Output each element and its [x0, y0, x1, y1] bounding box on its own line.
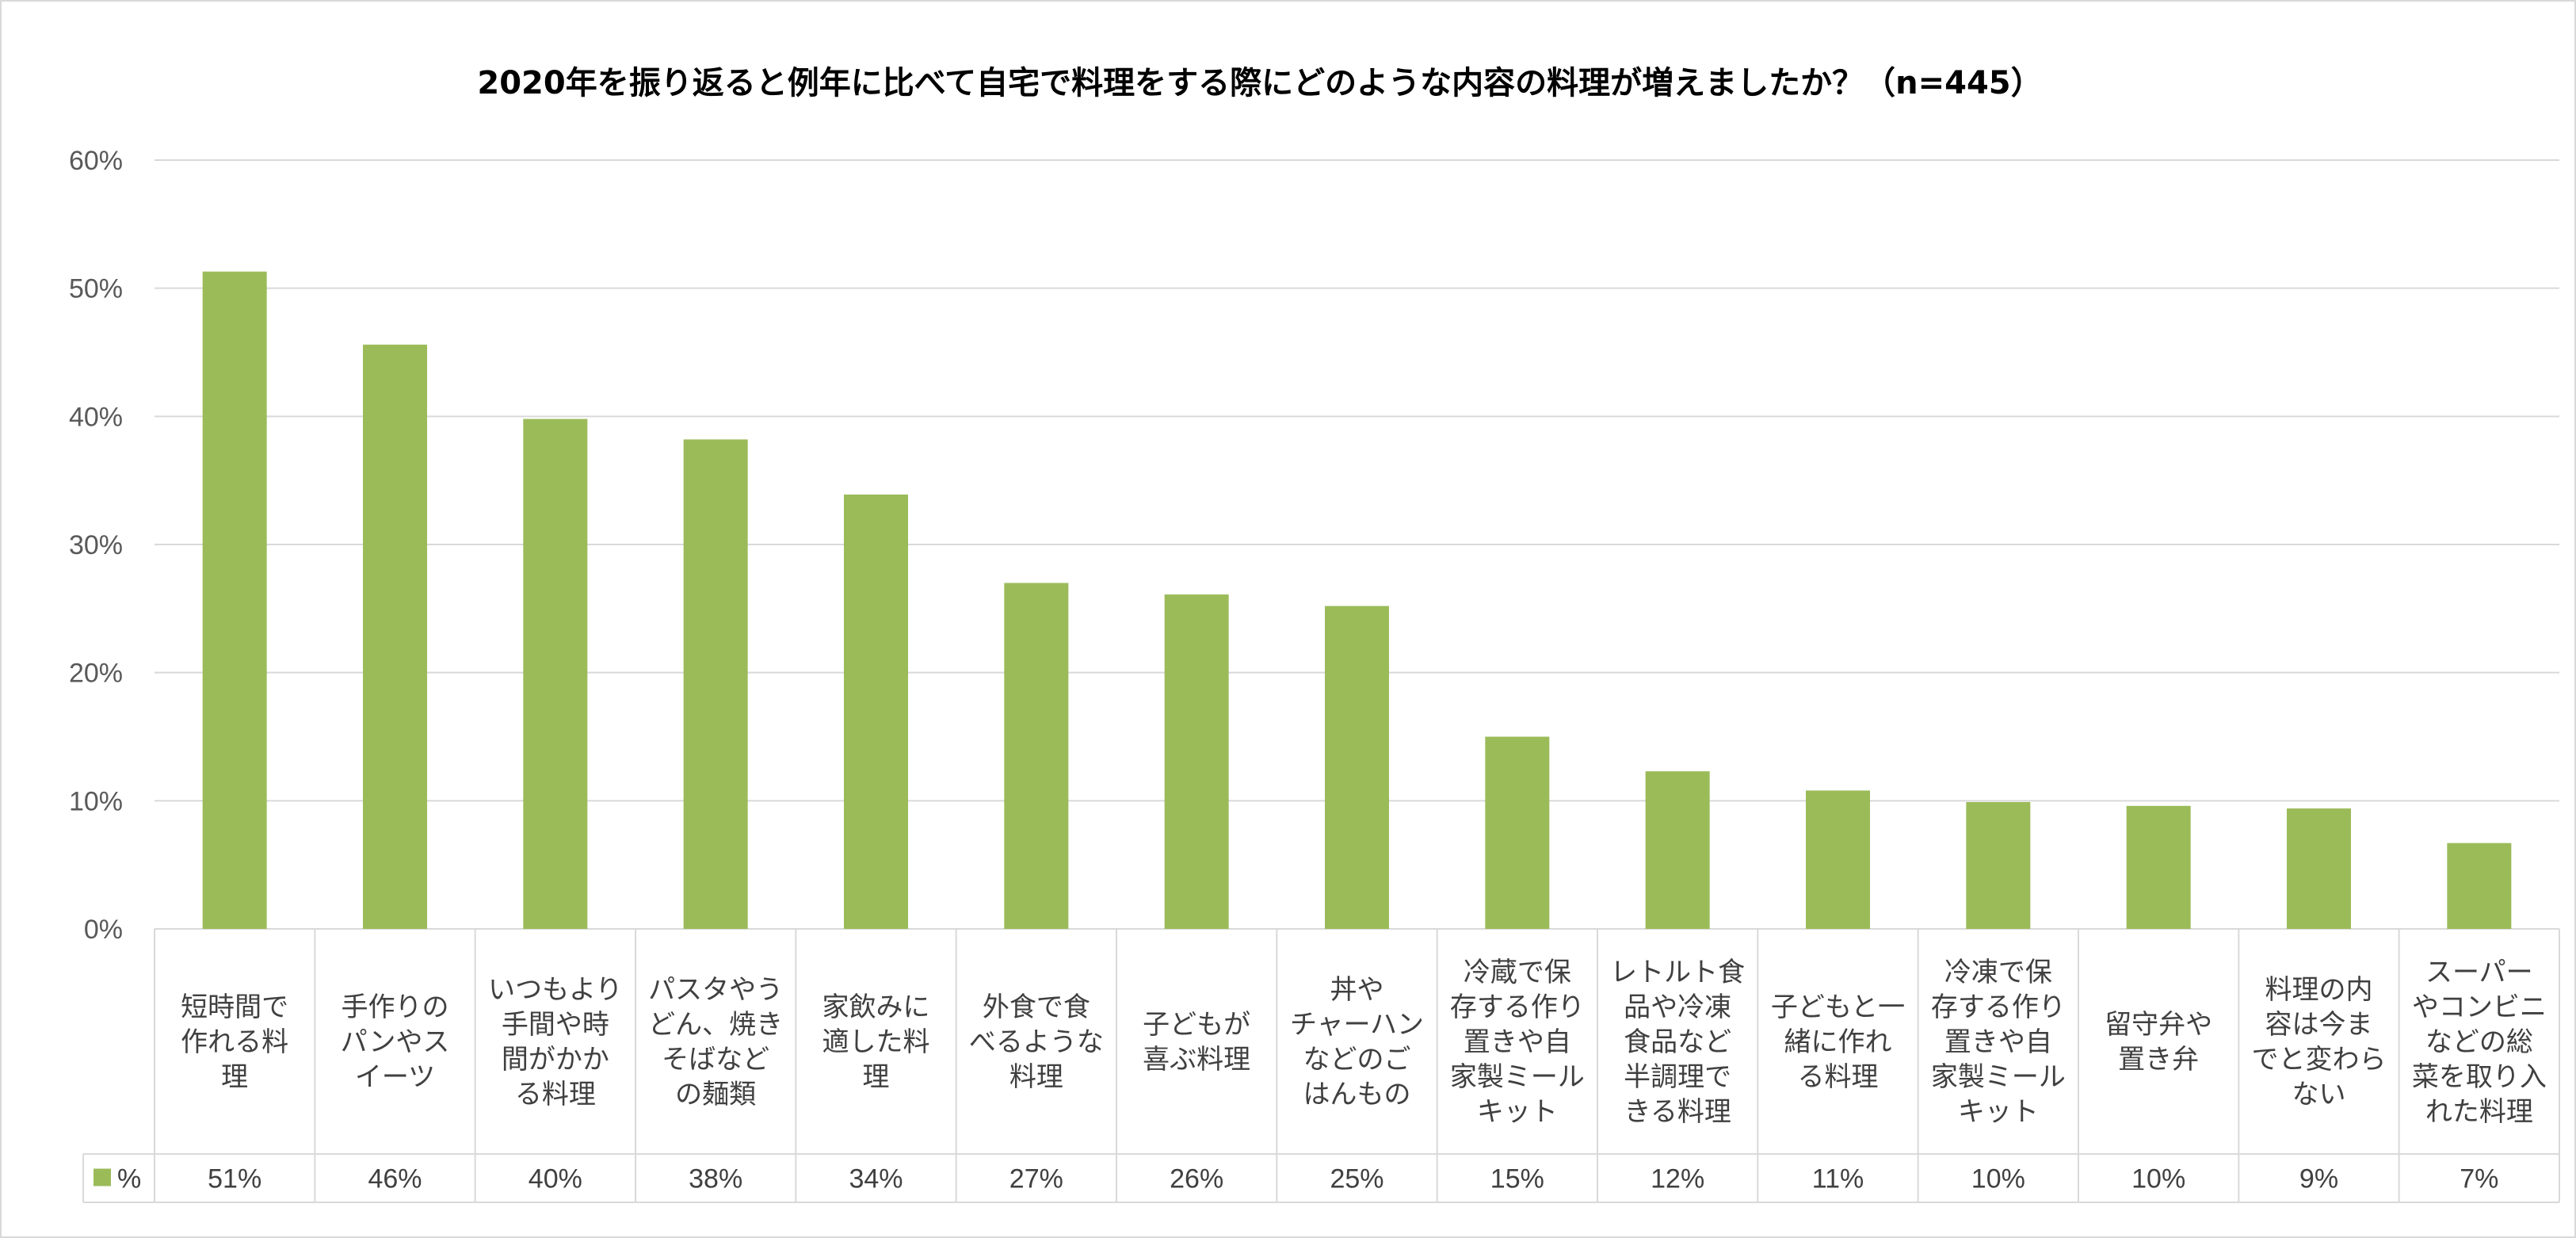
data-label: 10%: [1971, 1164, 2025, 1194]
category-label: 子どもが喜ぶ料理: [1143, 1009, 1250, 1076]
category-label: 留守弁や置き弁: [2105, 1009, 2212, 1076]
data-label: 10%: [2131, 1164, 2185, 1194]
bar: [2287, 808, 2351, 929]
category-label: 子どもと一緒に作れる料理: [1771, 992, 1905, 1093]
y-axis-ticks: 0% 10% 20% 30% 40% 50% 60%: [69, 146, 123, 945]
y-tick-label: 30%: [69, 530, 123, 560]
bar: [1645, 771, 1710, 929]
bar: [1966, 801, 2031, 929]
category-label: 手作りのパンやスイーツ: [341, 992, 450, 1093]
chart-title: 2020年を振り返ると例年に比べて自宅で料理をする際にどのような内容の料理が増え…: [477, 65, 2042, 101]
data-label: 27%: [1009, 1164, 1063, 1194]
bar: [1164, 594, 1229, 929]
category-label: 丼やチャーハンなどのごはんもの: [1290, 974, 1424, 1110]
legend-label: %: [117, 1164, 141, 1194]
bar: [1806, 790, 1870, 929]
category-label: 冷蔵で保存する作り置きや自家製ミールキット: [1450, 957, 1585, 1128]
bar: [844, 494, 908, 929]
bar: [1485, 736, 1550, 929]
data-label: 9%: [2299, 1164, 2338, 1194]
legend-swatch: [93, 1168, 111, 1186]
category-label: パスタやうどん、焼きそばなどの麺類: [648, 974, 783, 1110]
category-label: 料理の内容は今までと変わらない: [2252, 974, 2387, 1110]
bar: [2447, 843, 2512, 929]
bar: [2126, 805, 2191, 929]
bar: [202, 271, 267, 929]
bars: [202, 271, 2512, 929]
data-label: 7%: [2460, 1164, 2498, 1194]
data-label: 15%: [1490, 1164, 1544, 1194]
category-label: 外食で食べるような料理: [969, 992, 1104, 1093]
data-label: 34%: [849, 1164, 903, 1194]
category-label: いつもより手間や時間がかかる料理: [488, 974, 622, 1110]
y-tick-label: 10%: [69, 786, 123, 816]
data-label: 25%: [1330, 1164, 1383, 1194]
data-label: 38%: [689, 1164, 742, 1194]
data-label: 26%: [1170, 1164, 1223, 1194]
y-tick-label: 60%: [69, 146, 123, 176]
bar: [1325, 606, 1389, 929]
data-table: 短時間で作れる料理 51% 手作りのパンやスイーツ 46% いつもより手間や時間がかかる…: [82, 929, 2560, 1203]
bar: [683, 439, 748, 929]
data-label: 11%: [1812, 1164, 1864, 1194]
category-label: 短時間で作れる料理: [181, 992, 288, 1093]
y-tick-label: 0%: [84, 915, 123, 945]
y-tick-label: 20%: [69, 659, 123, 689]
data-label: 40%: [529, 1164, 582, 1194]
data-label: 51%: [208, 1164, 261, 1194]
y-tick-label: 50%: [69, 274, 123, 304]
category-label: レトルト食品や冷凍食品など半調理できる料理: [1610, 957, 1745, 1128]
y-tick-label: 40%: [69, 402, 123, 432]
bar: [1004, 583, 1069, 929]
bar: [363, 344, 427, 929]
category-label: 家飲みに適した料理: [822, 992, 930, 1093]
category-label: 冷凍で保存する作り置きや自家製ミールキット: [1931, 957, 2066, 1128]
category-label: スーパーやコンビニなどの総菜を取り入れた料理: [2412, 957, 2547, 1128]
data-label: 12%: [1651, 1164, 1704, 1194]
bar: [523, 418, 588, 929]
data-label: 46%: [368, 1164, 422, 1194]
